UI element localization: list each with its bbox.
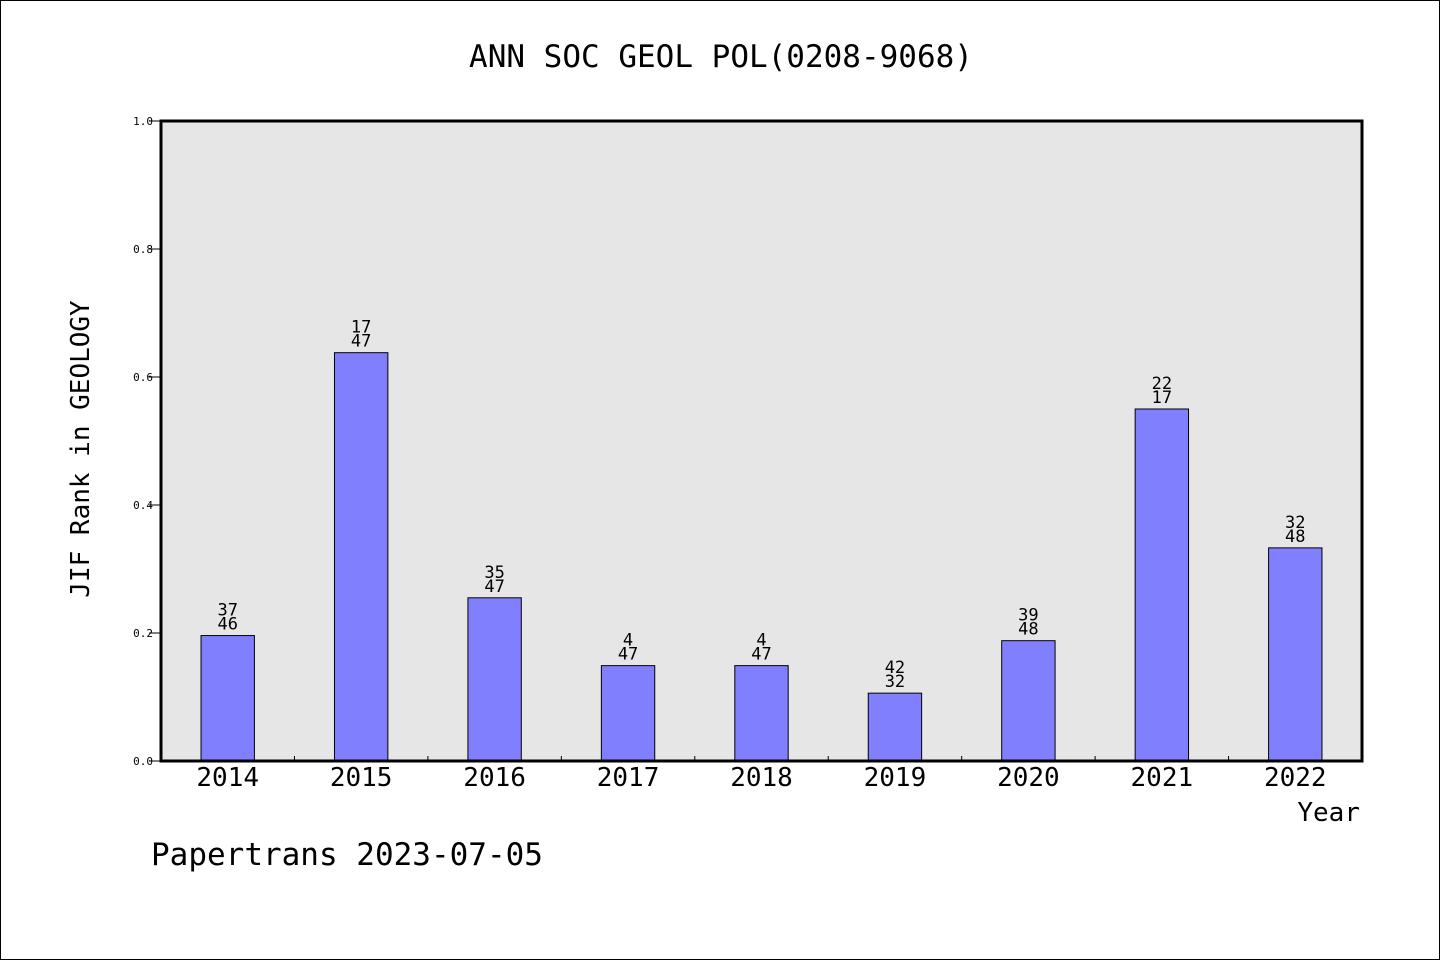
- bar-label-2019-2: 32: [885, 672, 905, 692]
- y-tick-label-0.0: 0.0: [133, 755, 153, 768]
- bar-label-2014-1: 37: [217, 601, 237, 621]
- bar-2018: [734, 665, 789, 762]
- bar-2021: [1134, 408, 1190, 762]
- bar-label-2018-2: 47: [751, 645, 771, 665]
- bar-2015: [333, 352, 389, 762]
- bar-2019: [867, 692, 923, 762]
- bar-label-2021-2: 17: [1152, 388, 1172, 408]
- y-tick-label-1.0: 1.0: [133, 115, 153, 128]
- bar-label-2020-2: 48: [1018, 620, 1038, 640]
- x-tick-label-2021: 2021: [1131, 763, 1194, 793]
- x-tick-label-2020: 2020: [997, 763, 1060, 793]
- bar-label-2019-1: 42: [885, 658, 905, 678]
- y-tick-label-0.4: 0.4: [133, 499, 153, 512]
- bar-label-2020-1: 39: [1018, 606, 1038, 626]
- bar-label-2018-1: 4: [756, 631, 766, 651]
- bar-2022: [1268, 547, 1323, 762]
- bar-label-2014-2: 46: [217, 615, 237, 635]
- bar-label-2021-1: 22: [1152, 374, 1172, 394]
- footer-credit: Papertrans 2023-07-05: [151, 837, 543, 873]
- bar-2017: [600, 665, 656, 762]
- bar-label-2017-2: 47: [618, 645, 638, 665]
- bar-label-2017-1: 4: [623, 631, 633, 651]
- bar-label-2015-2: 47: [351, 332, 371, 352]
- y-ticks-group: 0.0 0.2 0.4 0.6 0.8 1.0: [133, 115, 161, 768]
- bar-2020: [1001, 640, 1056, 762]
- bar-2014: [200, 635, 255, 762]
- x-tick-label-2015: 2015: [330, 763, 393, 793]
- y-tick-label-0.8: 0.8: [133, 243, 153, 256]
- x-tick-label-2018: 2018: [730, 763, 793, 793]
- chart-title: ANN SOC GEOL POL(0208-9068): [469, 39, 973, 75]
- plot-border: [159, 119, 1364, 763]
- x-tick-label-2022: 2022: [1264, 763, 1327, 793]
- bar-label-2022-2: 48: [1285, 527, 1305, 547]
- x-axis-label: Year: [1297, 798, 1360, 828]
- y-axis-label: JIF Rank in GEOLOGY: [66, 300, 96, 598]
- x-tick-label-2016: 2016: [463, 763, 526, 793]
- y-tick-label-0.6: 0.6: [133, 371, 153, 384]
- bars-group: [200, 352, 1323, 762]
- bar-label-2016-2: 47: [484, 577, 504, 597]
- x-tick-label-2017: 2017: [597, 763, 660, 793]
- bar-label-2022-1: 32: [1285, 513, 1305, 533]
- x-ticks-group: 2014 2015 2016 2017 2018 2019 2020 2021 2022: [196, 756, 1327, 793]
- y-tick-label-0.2: 0.2: [133, 627, 153, 640]
- bar-label-2016-1: 35: [484, 563, 504, 583]
- x-tick-label-2019: 2019: [864, 763, 927, 793]
- x-tick-label-2014: 2014: [196, 763, 259, 793]
- bar-2016: [467, 597, 522, 762]
- bar-label-2015-1: 17: [351, 318, 371, 338]
